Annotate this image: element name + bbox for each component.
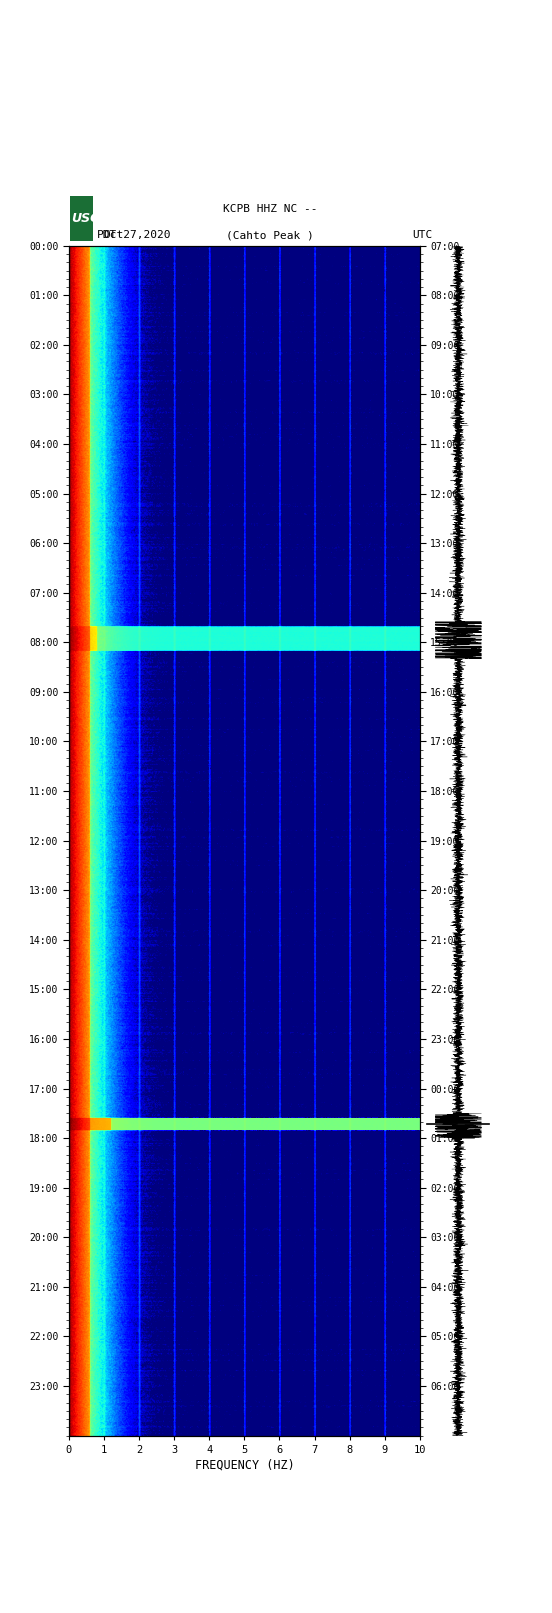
Text: USGS: USGS [71,211,109,226]
Bar [70,197,93,240]
Text: UTC: UTC [412,231,432,240]
Text: KCPB HHZ NC --: KCPB HHZ NC -- [223,203,317,215]
Text: Oct27,2020: Oct27,2020 [104,231,171,240]
Text: (Cahto Peak ): (Cahto Peak ) [226,231,314,240]
X-axis label: FREQUENCY (HZ): FREQUENCY (HZ) [194,1458,294,1471]
Text: PDT: PDT [97,231,117,240]
